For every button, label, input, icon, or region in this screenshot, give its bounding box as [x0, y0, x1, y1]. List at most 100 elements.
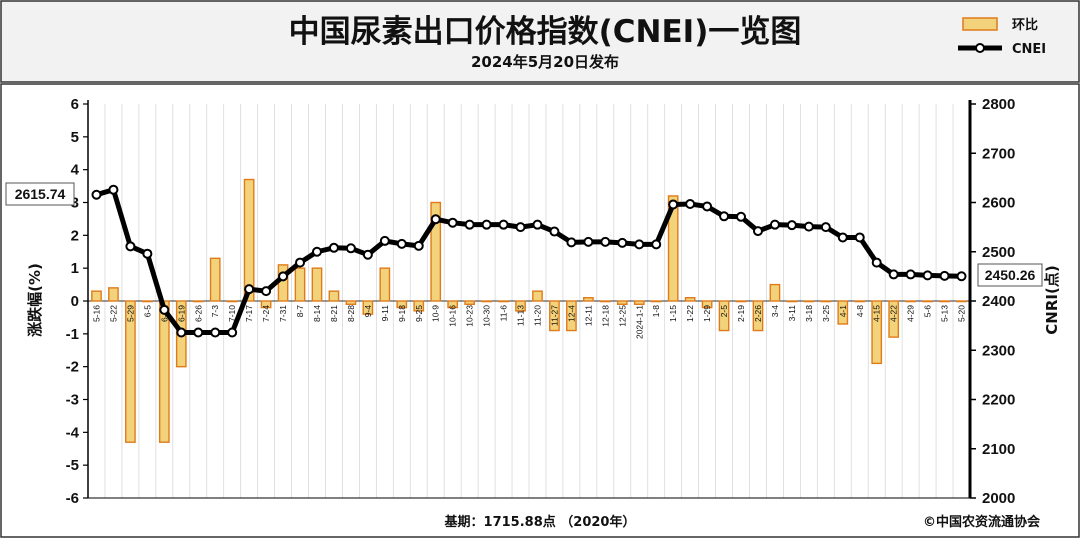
- bar-change-11: [277, 264, 289, 302]
- cnei-point-24: [498, 219, 509, 230]
- bar-change-51: [956, 300, 967, 303]
- bar-change-2: [125, 300, 136, 443]
- cnei-point-25: [515, 222, 526, 233]
- bar-change-13: [311, 267, 323, 302]
- cnei-point-13: [311, 246, 322, 257]
- cnei-point-5: [176, 327, 187, 338]
- cnei-point-37: [719, 211, 730, 222]
- cnei-point-39: [752, 226, 763, 237]
- cnei-point-8: [227, 327, 238, 338]
- y-right-tick-label: 2300: [982, 342, 1015, 359]
- bar-change-28: [566, 300, 577, 332]
- bar-change-50: [939, 300, 950, 303]
- bar-change-34: [667, 195, 679, 302]
- bar-change-18: [396, 300, 408, 309]
- bar-change-3: [142, 300, 153, 303]
- x-tick-label: 12-18: [600, 305, 610, 327]
- y-left-tick-label: 6: [71, 96, 79, 113]
- y-right-axis-label: CNRI(点): [1043, 265, 1061, 334]
- cnei-point-41: [786, 220, 797, 231]
- bar-change-40: [769, 283, 781, 302]
- bar-change-35: [684, 297, 696, 302]
- bar-change-26: [532, 290, 543, 302]
- chart-title: 中国尿素出口价格指数(CNEI)一览图: [289, 14, 802, 50]
- cnei-point-10: [261, 286, 272, 297]
- last-value-callout: 2450.26: [977, 263, 1043, 287]
- bar-change-39: [752, 300, 764, 332]
- cnei-point-49: [922, 270, 933, 281]
- bar-change-12: [294, 267, 306, 302]
- x-tick-label: 3-18: [804, 305, 814, 322]
- x-tick-label: 2-5: [719, 305, 729, 318]
- y-left-tick-label: -3: [66, 392, 79, 409]
- x-tick-label: 9-4: [363, 305, 373, 318]
- cnei-point-47: [888, 269, 899, 280]
- first-value-callout: 2615.74: [5, 182, 75, 206]
- cnei-point-32: [634, 239, 645, 250]
- x-tick-label: 7-24: [261, 305, 271, 322]
- cnei-point-45: [854, 232, 865, 243]
- x-tick-label: 1-15: [668, 305, 678, 322]
- first-value-label: 2615.74: [15, 186, 66, 202]
- legend-bar-label: 环比: [1012, 17, 1038, 33]
- bar-change-24: [498, 300, 509, 303]
- cnei-point-22: [464, 219, 475, 230]
- base-note: 基期：1715.88点 （2020年）: [444, 514, 636, 530]
- x-tick-label: 1-29: [702, 305, 712, 322]
- x-tick-label: 8-21: [329, 305, 339, 322]
- x-tick-label: 8-28: [346, 305, 356, 322]
- cnei-point-38: [736, 211, 747, 222]
- bar-change-31: [616, 300, 628, 305]
- x-tick-label: 10-30: [482, 305, 492, 327]
- cnei-point-43: [820, 222, 831, 233]
- x-tick-label: 4-8: [855, 305, 865, 318]
- x-tick-label: 10-9: [431, 305, 441, 322]
- x-tick-label: 4-1: [838, 305, 848, 318]
- legend-bar-swatch: [962, 17, 998, 31]
- y-right-tick-label: 2400: [982, 293, 1015, 310]
- bar-layer: [91, 178, 967, 443]
- x-tick-label: 5-20: [957, 305, 967, 322]
- y-left-tick-label: 1: [71, 260, 79, 277]
- cnei-point-1: [108, 184, 119, 195]
- x-tick-label: 2024-1-1: [634, 305, 644, 339]
- bar-change-22: [464, 300, 475, 305]
- bar-change-10: [260, 300, 272, 309]
- cnei-point-16: [362, 249, 373, 260]
- x-tick-label: 3-25: [821, 305, 831, 322]
- cnei-point-51: [956, 271, 967, 282]
- cnei-point-46: [871, 257, 882, 268]
- bar-change-48: [905, 300, 916, 303]
- cnei-point-23: [481, 219, 492, 230]
- x-tick-label: 5-29: [125, 305, 135, 322]
- x-tick-label: 7-3: [210, 305, 220, 318]
- cnei-point-3: [142, 248, 153, 259]
- cnei-point-11: [278, 271, 289, 282]
- y-right-tick-label: 2000: [982, 490, 1015, 507]
- x-tick-label: 1-8: [651, 305, 661, 318]
- bar-change-41: [786, 300, 798, 303]
- bar-change-0: [91, 290, 102, 302]
- y-left-tick-label: -2: [66, 359, 79, 376]
- x-tick-label: 11-27: [549, 305, 559, 326]
- cnei-point-20: [430, 214, 441, 225]
- cnei-point-7: [210, 327, 221, 338]
- bar-change-14: [328, 290, 340, 302]
- x-tick-label: 11-13: [516, 305, 526, 326]
- x-tick-label: 9-11: [380, 305, 390, 322]
- bar-change-44: [837, 300, 849, 325]
- bar-change-15: [345, 300, 357, 305]
- cnei-point-28: [566, 237, 577, 248]
- bar-change-42: [803, 300, 815, 303]
- bar-change-23: [481, 300, 492, 303]
- x-tick-label: 6-19: [176, 305, 186, 322]
- cnei-point-27: [549, 226, 560, 237]
- x-tick-label: 10-23: [465, 305, 475, 327]
- cnei-point-42: [803, 221, 814, 232]
- bar-change-9: [243, 178, 255, 302]
- cnei-point-40: [769, 219, 780, 230]
- bar-change-29: [583, 297, 594, 302]
- bar-change-47: [888, 300, 900, 338]
- y-left-tick-label: 4: [71, 162, 80, 179]
